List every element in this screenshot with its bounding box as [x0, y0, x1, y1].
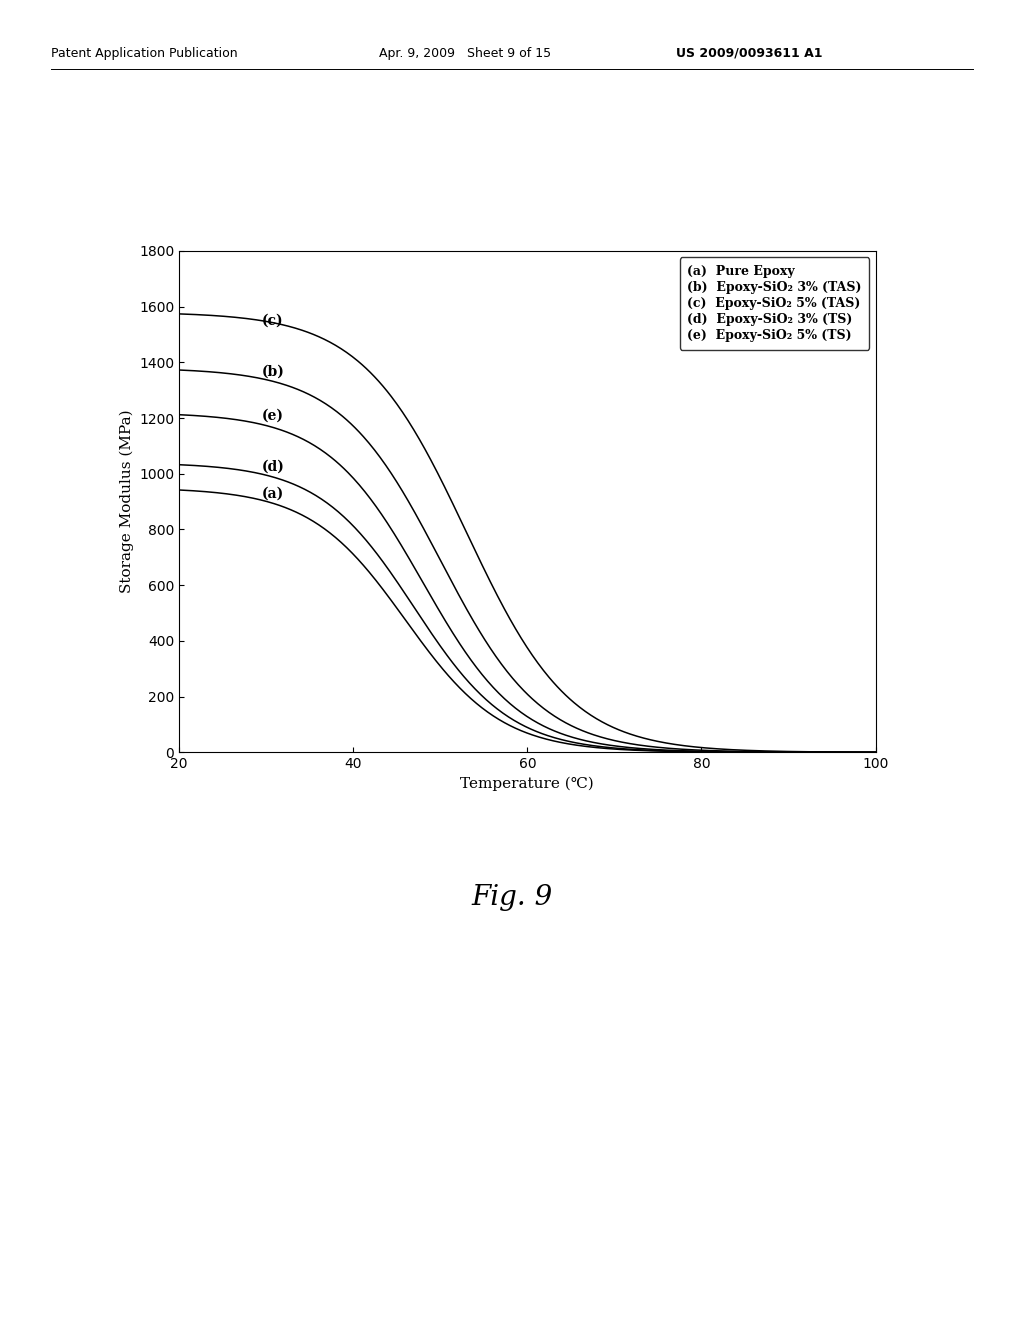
- Text: Apr. 9, 2009   Sheet 9 of 15: Apr. 9, 2009 Sheet 9 of 15: [379, 46, 551, 59]
- X-axis label: Temperature (℃): Temperature (℃): [461, 776, 594, 791]
- Legend: (a)  Pure Epoxy, (b)  Epoxy-SiO₂ 3% (TAS), (c)  Epoxy-SiO₂ 5% (TAS), (d)  Epoxy-: (a) Pure Epoxy, (b) Epoxy-SiO₂ 3% (TAS),…: [680, 257, 869, 350]
- Text: Patent Application Publication: Patent Application Publication: [51, 46, 238, 59]
- Text: (c): (c): [262, 313, 284, 327]
- Text: (a): (a): [262, 486, 284, 500]
- Text: (d): (d): [262, 459, 285, 474]
- Text: US 2009/0093611 A1: US 2009/0093611 A1: [676, 46, 822, 59]
- Text: Fig. 9: Fig. 9: [471, 884, 553, 911]
- Y-axis label: Storage Modulus (MPa): Storage Modulus (MPa): [119, 409, 133, 594]
- Text: (e): (e): [262, 408, 284, 422]
- Text: (b): (b): [262, 366, 285, 379]
